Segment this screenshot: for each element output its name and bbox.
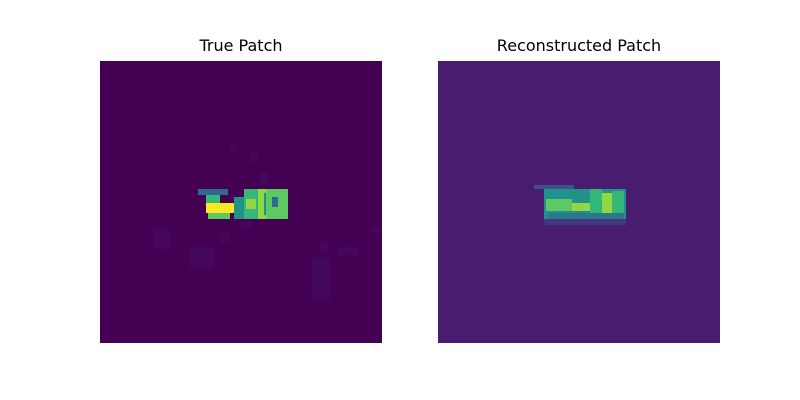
true-patch-image — [100, 61, 382, 343]
reconstructed-patch-image — [438, 61, 720, 343]
reconstructed-patch-title: Reconstructed Patch — [496, 36, 662, 55]
true-patch-title: True Patch — [199, 36, 283, 55]
